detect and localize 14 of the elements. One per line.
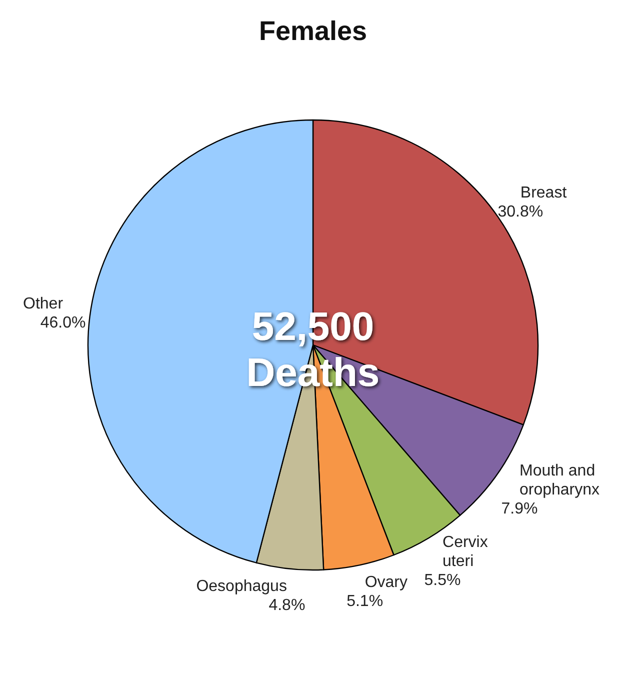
slice-label: Other	[23, 296, 64, 313]
slice-label: Cervix uteri	[442, 534, 488, 570]
data-label: 4.8%	[268, 597, 306, 614]
data-label: 46.0%	[40, 314, 86, 332]
data-label: 7.9%	[501, 500, 538, 518]
slice-label: Breast	[520, 184, 568, 202]
chart-title: Females	[258, 16, 368, 46]
slice-label: Ovary	[364, 574, 408, 592]
data-label: 5.1%	[346, 593, 384, 610]
slice-label: Oesophagus	[196, 578, 287, 596]
slice-label: Mouth and oropharynx	[519, 462, 600, 498]
text: 52,500 Deaths	[246, 305, 380, 395]
data-label: 30.8%	[498, 203, 544, 220]
data-label: 5.5%	[424, 572, 461, 590]
